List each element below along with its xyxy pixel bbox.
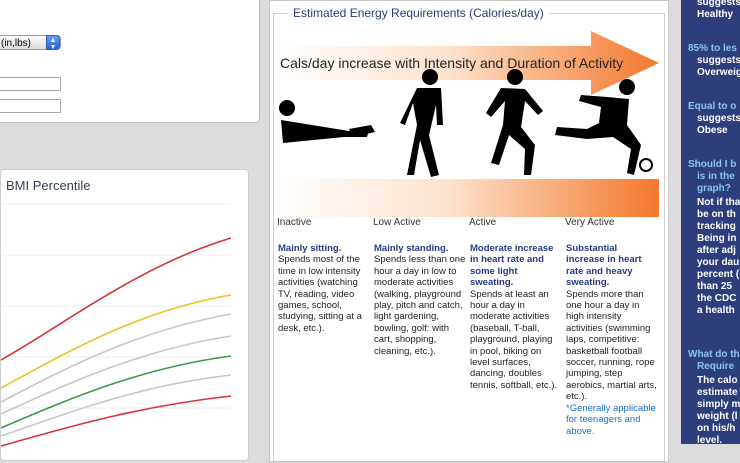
sidebar-heading: 85% to les — [688, 43, 737, 54]
sidebar-text: suggests — [697, 55, 740, 66]
sidebar-text: tracking — [697, 221, 736, 232]
sidebar-text: estimate — [697, 387, 738, 398]
percentile-curve-85 — [1, 335, 232, 415]
percentile-curve-97 — [1, 237, 232, 361]
info-sidebar: suggests Healthy 85% to les suggests Ove… — [681, 0, 740, 444]
intensity-bar — [277, 179, 659, 217]
sidebar-text: percent ( — [697, 269, 740, 280]
sidebar-heading: Should I b — [688, 159, 737, 170]
sidebar-text: Not if tha — [697, 197, 740, 208]
sidebar-text: level. — [697, 435, 723, 444]
chart-title: BMI Percentile — [6, 178, 91, 193]
level-desc-very-active: Substantial increase in heart rate and h… — [566, 243, 658, 437]
intensity-arrow — [277, 31, 659, 95]
units-select[interactable]: (in,lbs) ▲ ▼ — [0, 35, 61, 51]
sidebar-text: Healthy — [697, 9, 734, 20]
level-body: Spends more than one hour a day in high … — [566, 288, 657, 403]
percentile-curve-90 — [1, 313, 232, 403]
input-panel: (in,lbs) ▲ ▼ — [0, 0, 260, 123]
sidebar-text: on his/h — [697, 423, 736, 434]
sidebar-text: Overweig — [697, 67, 740, 78]
level-head: Moderate increase in heart rate and some… — [470, 243, 554, 289]
units-select-value: (in,lbs) — [1, 38, 32, 49]
sidebar-text: suggests — [697, 0, 740, 8]
energy-title: Estimated Energy Requirements (Calories/… — [288, 6, 549, 20]
activity-arrow-graphic — [277, 31, 659, 217]
sidebar-heading: Equal to o — [688, 101, 737, 112]
level-body: Spends less than one hour a day in low t… — [374, 254, 466, 357]
sidebar-text: The calo — [697, 375, 738, 386]
bmi-chart-plot — [1, 203, 232, 447]
level-body: Spends at least an hour a day in moderat… — [470, 288, 558, 391]
sidebar-heading: graph? — [697, 183, 731, 194]
running-figure-icon — [486, 69, 543, 175]
sidebar-text: weight (l — [697, 411, 738, 422]
level-note: *Generally applicable for teenagers and … — [566, 402, 656, 437]
sidebar-text: the CDC — [697, 293, 737, 304]
ball-icon — [639, 158, 653, 172]
walking-figure-icon — [400, 69, 443, 177]
arrow-banner-text: Cals/day increase with Intensity and Dur… — [280, 55, 624, 71]
bmi-chart-panel: BMI Percentile — [0, 169, 249, 461]
sidebar-text: Obese — [697, 125, 728, 136]
sidebar-text: suggests — [697, 113, 740, 124]
chevron-updown-icon: ▲ ▼ — [46, 35, 60, 51]
sidebar-text: be on th — [697, 209, 736, 220]
level-name-active: Active — [469, 217, 497, 228]
level-desc-active: Moderate increase in heart rate and some… — [470, 243, 562, 391]
percentile-curve-75 — [1, 355, 232, 429]
level-head: Mainly standing. — [374, 243, 449, 254]
sidebar-text: simply m — [697, 399, 740, 410]
level-name-low-active: Low Active — [373, 217, 421, 228]
level-head: Mainly sitting. — [278, 243, 342, 254]
percentile-curve-5 — [1, 395, 232, 447]
percentile-curve-50 — [1, 374, 232, 437]
sidebar-heading: is in the — [697, 171, 735, 182]
level-head: Substantial increase in heart rate and h… — [566, 243, 642, 289]
inactive-figure-icon — [279, 100, 375, 143]
sidebar-text: after adj — [697, 245, 736, 256]
height-input[interactable] — [0, 77, 61, 91]
sidebar-text: a health — [697, 305, 735, 316]
sidebar-text: your dau — [697, 257, 740, 268]
level-name-inactive: Inactive — [277, 217, 312, 228]
sidebar-text: than 25 — [697, 281, 733, 292]
level-desc-inactive: Mainly sitting. Spends most of the time … — [278, 243, 370, 334]
sidebar-text: Being in — [697, 233, 737, 244]
level-name-very-active: Very Active — [565, 217, 615, 228]
level-body: Spends most of the time in low intensity… — [278, 254, 362, 334]
percentile-curve-95 — [1, 294, 232, 389]
sidebar-heading: What do th — [688, 349, 740, 360]
kicking-figure-icon — [555, 79, 641, 175]
sidebar-heading: Require — [697, 361, 735, 372]
weight-input[interactable] — [0, 99, 61, 113]
level-desc-low-active: Mainly standing. Spends less than one ho… — [374, 243, 466, 357]
